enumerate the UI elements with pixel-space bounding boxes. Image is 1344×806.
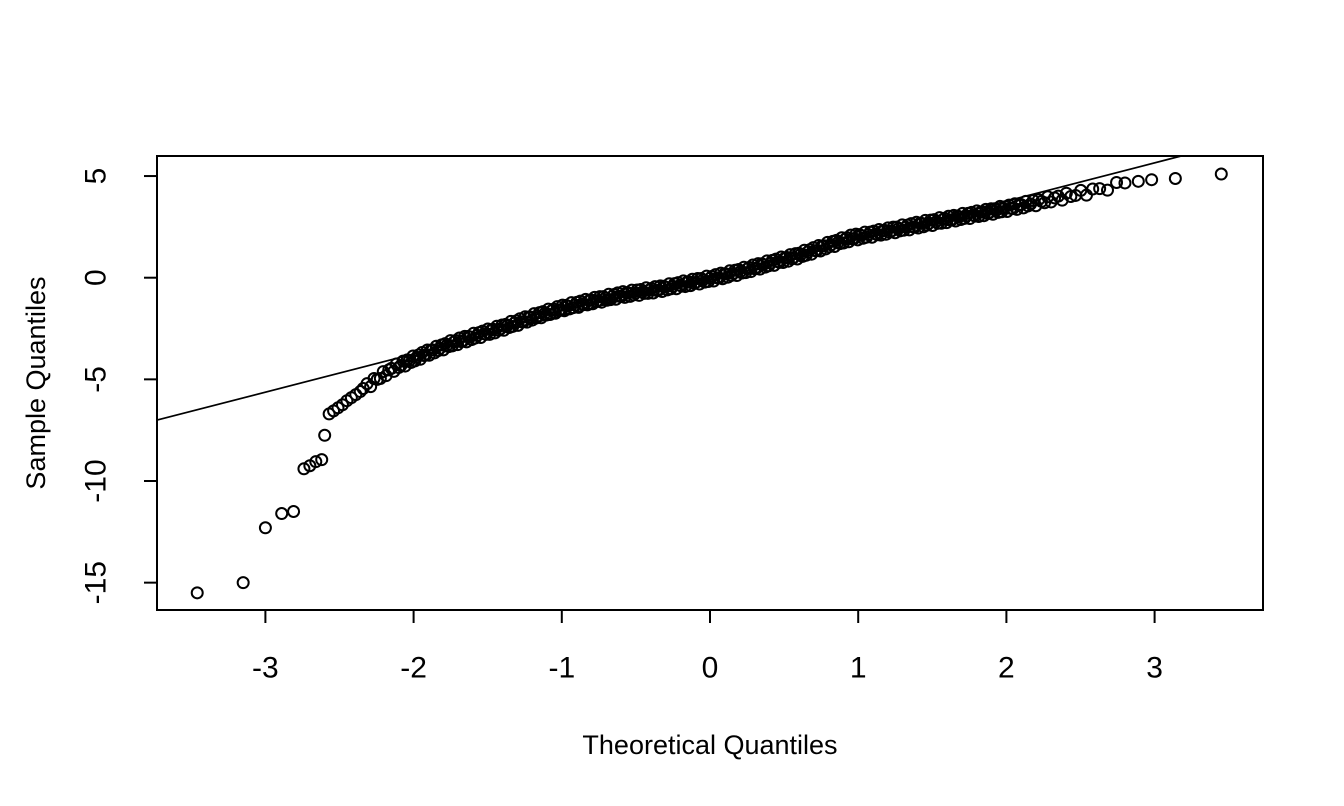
x-tick-label: 2 [998,652,1015,685]
data-point-high-tail [1214,167,1228,181]
data-point-low-tail [309,455,323,469]
y-axis-title: Sample Quantiles [21,276,51,489]
data-point-low-tail [287,504,301,518]
y-tick-label: -5 [80,366,113,393]
data-point [1064,190,1078,204]
data-points [190,167,1228,600]
data-point-low-tail [315,453,329,467]
plot-area: -3 -2 -1 0 1 2 350-5-10-15 [80,155,1264,685]
x-tick-label: -1 [548,652,575,685]
y-tick-label: -15 [80,561,113,604]
y-tick-label: -10 [80,459,113,502]
data-point-high-tail [1131,174,1145,188]
data-point-low-tail [258,521,272,535]
data-point [1051,189,1065,203]
data-point-low-tail [275,507,289,521]
x-tick-label: 3 [1146,652,1163,685]
data-point [364,380,378,394]
x-tick-label: -2 [400,652,427,685]
data-point-high-tail [1168,171,1182,185]
y-tick-label: 0 [80,269,113,286]
x-tick-label: -3 [252,652,279,685]
data-point [1086,182,1100,196]
y-tick-label: 5 [80,168,113,185]
data-point-high-tail [1145,173,1159,187]
x-axis-title: Theoretical Quantiles [582,730,837,760]
data-point-low-tail [353,385,367,399]
plot-box [156,155,1264,611]
data-point [1110,175,1124,189]
data-point [1093,182,1107,196]
y-axis: 5 0 -5 -10 -15 [80,168,157,604]
data-point-low-tail [236,576,250,590]
x-tick-label: 0 [702,652,719,685]
data-point-low-tail [190,586,204,600]
data-point [1101,183,1115,197]
data-point-high-tail [1118,176,1132,190]
x-axis: -3 -2 -1 0 1 2 3 [252,610,1163,685]
reference-line [156,155,1182,421]
x-tick-label: 1 [850,652,867,685]
data-point-low-tail [318,428,332,442]
